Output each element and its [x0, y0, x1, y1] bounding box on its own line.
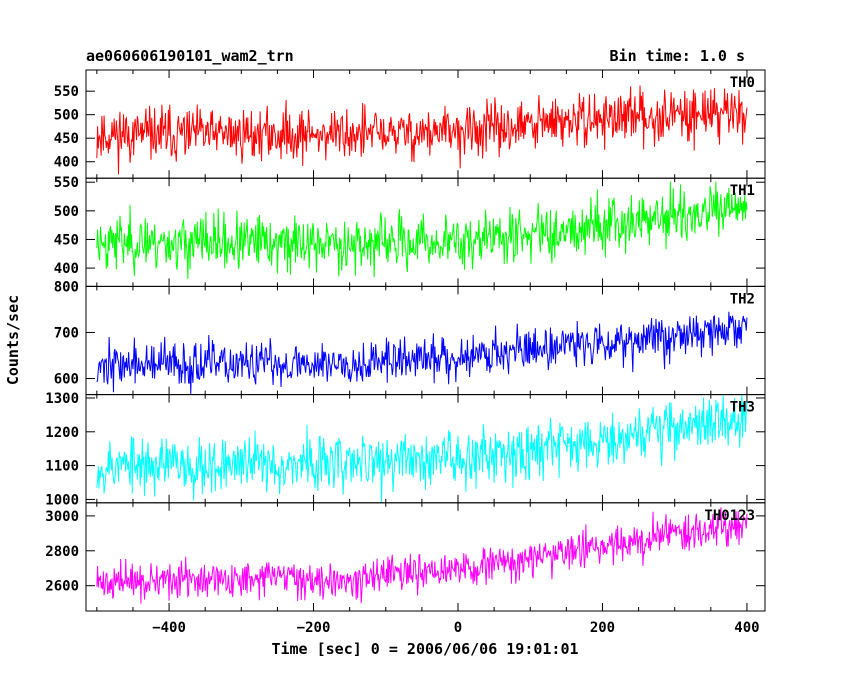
panel-th0: 400 450 500 550 TH0 [54, 69, 766, 179]
series-line-th0123 [96, 507, 748, 604]
chart-title: ae060606190101_wam2_trn [86, 47, 294, 65]
y-tick-label: 700 [54, 325, 79, 341]
bin-time-label: Bin time: 1.0 s [610, 47, 745, 65]
y-tick-label: 600 [54, 371, 79, 387]
y-tick-label: 400 [54, 261, 79, 277]
panel-th1: 400 450 500 550 TH1 [54, 175, 766, 287]
y-tick-label: 500 [54, 108, 79, 124]
panel-th0123: 2600 2800 3000 TH0123 [45, 502, 766, 612]
panel-label-th3: TH3 [730, 400, 755, 416]
panel-frame [85, 502, 766, 612]
y-tick-label: 3000 [45, 509, 79, 525]
series-line-th1 [96, 181, 748, 279]
y-tick-label: 450 [54, 131, 79, 147]
panel-label-th1: TH1 [730, 183, 755, 199]
series-line-th0 [96, 85, 748, 175]
panel-th2: 600 700 800 TH2 [54, 279, 766, 396]
x-axis: −400 −200 0 200 400 [152, 620, 759, 636]
y-tick-label: 800 [54, 279, 79, 295]
series-line-th2 [96, 311, 748, 395]
y-tick-label: 1000 [45, 492, 79, 508]
y-tick-label: 2600 [45, 579, 79, 595]
series-line-th3 [96, 394, 748, 503]
y-tick-label: 1300 [45, 391, 79, 407]
y-tick-label: 500 [54, 204, 79, 220]
x-axis-label: Time [sec] 0 = 2006/06/06 19:01:01 [271, 640, 578, 658]
x-tick-label: 200 [590, 620, 615, 636]
y-tick-label: 2800 [45, 544, 79, 560]
panel-label-th2: TH2 [730, 291, 755, 307]
panel-label-th0: TH0 [730, 75, 755, 91]
panel-th3: 1000 1100 1200 1300 TH3 [45, 391, 766, 508]
y-tick-label: 1100 [45, 459, 79, 475]
x-tick-label: −200 [297, 620, 331, 636]
panels-group: 400 450 500 550 TH0 400 450 500 550 TH1 600 700 800 T… [45, 69, 766, 612]
panel-label-th0123: TH0123 [704, 508, 755, 524]
y-tick-label: 550 [54, 175, 79, 191]
y-axis-label: Counts/sec [4, 295, 22, 385]
y-tick-label: 550 [54, 84, 79, 100]
y-tick-label: 1200 [45, 425, 79, 441]
y-tick-label: 450 [54, 232, 79, 248]
x-tick-label: 400 [734, 620, 759, 636]
y-tick-label: 400 [54, 155, 79, 171]
x-tick-label: −400 [152, 620, 186, 636]
x-tick-label: 0 [454, 620, 462, 636]
